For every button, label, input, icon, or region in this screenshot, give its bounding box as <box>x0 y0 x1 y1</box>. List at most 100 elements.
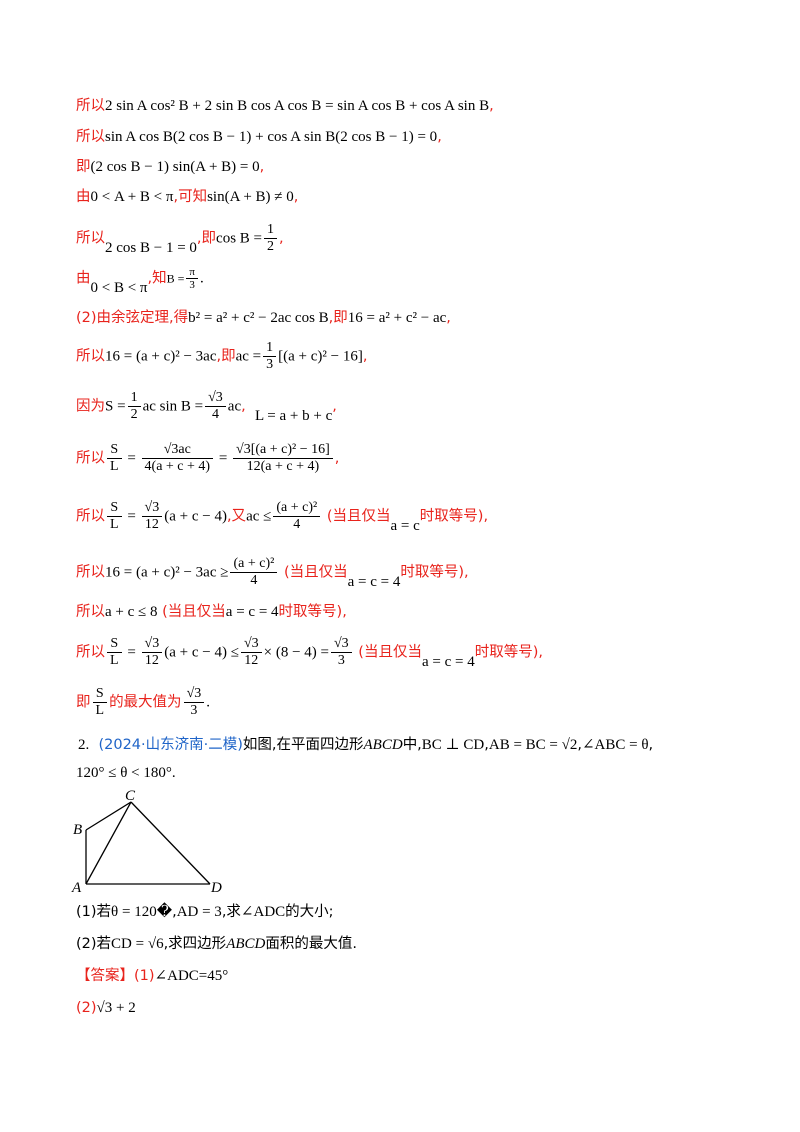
solution-line-1: 所以2 sin A cos² B + 2 sin B cos A cos B =… <box>76 96 494 116</box>
formula: ∠ADC <box>240 904 286 920</box>
text: ,可知 <box>173 189 208 205</box>
text: 由 <box>76 189 91 205</box>
text: 时取等号), <box>474 644 543 661</box>
formula: 16 = a² + c² − ac <box>347 310 447 326</box>
text: ,即 <box>216 348 236 365</box>
label-c: C <box>125 788 136 804</box>
solution-line-10: 所以 S L = √3ac 4(a + c + 4) = √3[(a + c)² − … <box>76 442 340 475</box>
formula: L = a + b + c <box>254 407 333 424</box>
solution-line-8: 所以16 = (a + c)² − 3ac,即ac = 1 3 [(a + c)² −… <box>76 340 367 373</box>
text: 由 <box>76 270 91 287</box>
text: 时取等号), <box>400 564 469 581</box>
solution-line-12: 所以16 = (a + c)² − 3ac ≥ (a + c)² 4 (当且仅当a … <box>76 556 469 590</box>
text: , <box>241 398 246 415</box>
text: , <box>362 348 368 365</box>
segment-ac <box>85 801 132 885</box>
formula: ac ≤ <box>246 508 272 525</box>
formula: a = c = 4 <box>347 573 401 590</box>
formula: ac sin B = <box>142 398 204 415</box>
text: , <box>437 129 442 145</box>
text: . <box>199 270 204 287</box>
formula: 2 sin A cos² B + 2 sin B cos A cos B = s… <box>105 98 490 114</box>
formula: ac <box>227 398 242 415</box>
problem-2-stem: 2. (2024·山东济南·二模)如图,在平面四边形ABCD中,BC ⊥ CD,… <box>78 735 653 755</box>
fraction: √3 12 <box>141 636 163 669</box>
formula: 0 < A + B < π <box>90 189 174 205</box>
solution-line-3: 即(2 cos B − 1) sin(A + B) = 0, <box>76 157 264 177</box>
formula: 16 = (a + c)² − 3ac ≥ <box>105 564 229 581</box>
text: , <box>489 98 494 114</box>
text: (当且仅当 <box>283 564 348 581</box>
solution-line-15: 即 S L 的最大值为 √3 3. <box>76 686 210 719</box>
text: , <box>648 737 654 753</box>
text: 中, <box>402 737 422 753</box>
text: 所以 <box>76 230 105 247</box>
formula: 2 cos B − 1 = 0 <box>105 239 197 256</box>
formula: √3 + 2 <box>96 1000 136 1016</box>
text: , <box>259 159 265 175</box>
formula: ABCD <box>226 936 266 952</box>
formula: 120° ≤ θ < 180° <box>76 765 172 781</box>
text: 所以 <box>76 348 105 365</box>
fraction: √3[(a + c)² − 16] 12(a + c + 4) <box>233 442 333 475</box>
segment-bc <box>85 801 132 831</box>
problem-source: (2024·山东济南·二模) <box>98 737 243 753</box>
solution-line-7: (2)由余弦定理,得b² = a² + c² − 2ac cos B,即16 =… <box>76 308 451 328</box>
text: ,求 <box>221 904 241 920</box>
text: (2) <box>76 1000 97 1016</box>
text: 即 <box>76 694 91 711</box>
text: (2)若 <box>76 936 112 952</box>
text: , <box>484 737 489 753</box>
answer-2: (2)√3 + 2 <box>76 998 136 1018</box>
text: (2)由余弦定理,得 <box>76 310 189 326</box>
text: (1)若 <box>76 904 112 920</box>
text: 所以 <box>76 98 105 114</box>
question-1: (1)若θ = 120�,AD = 3,求∠ADC的大小; <box>76 902 334 922</box>
formula: ac = <box>235 348 262 365</box>
formula: ABCD <box>363 737 403 753</box>
formula: 16 = (a + c)² − 3ac <box>105 348 217 365</box>
fraction: √3ac 4(a + c + 4) <box>141 442 214 475</box>
text: ,知 <box>147 270 167 287</box>
problem-number: 2. <box>78 737 90 753</box>
text: , <box>334 450 340 467</box>
text: ,即 <box>328 310 348 326</box>
formula: a = c <box>390 517 420 534</box>
text: 即 <box>76 159 91 175</box>
solution-line-13: 所以a + c ≤ 8 (当且仅当a = c = 4时取等号), <box>76 602 347 622</box>
text: , <box>293 189 299 205</box>
text: 的最大值为 <box>109 694 182 711</box>
text: 所以 <box>76 564 105 581</box>
fraction: (a + c)² 4 <box>230 556 278 589</box>
text: , <box>172 904 177 920</box>
text: 时取等号), <box>278 604 347 620</box>
text: , <box>577 737 582 753</box>
formula: (a + c − 4) <box>164 508 227 525</box>
formula: 0 < B < π <box>90 279 148 296</box>
solution-line-5: 所以2 cos B − 1 = 0,即cos B = 1 2, <box>76 222 284 256</box>
formula: ∠ABC = θ <box>581 737 649 753</box>
formula: a + c ≤ 8 <box>105 604 158 620</box>
text: 如图,在平面四边形 <box>242 737 364 753</box>
text: ,即 <box>196 230 217 247</box>
segment-cd <box>130 801 211 885</box>
text: (当且仅当 <box>358 644 422 661</box>
label-d: D <box>210 880 222 896</box>
text: 时取等号), <box>419 508 489 525</box>
formula: a = c = 4 <box>421 653 475 670</box>
solution-line-4: 由0 < A + B < π,可知sin(A + B) ≠ 0, <box>76 187 298 207</box>
fraction: √3 4 <box>205 390 226 423</box>
question-2: (2)若CD = √6,求四边形ABCD面积的最大值. <box>76 934 357 954</box>
text: 所以 <box>76 644 105 661</box>
formula: cos B = <box>216 230 262 247</box>
formula: (a + c − 4) ≤ <box>164 644 239 661</box>
fraction: √3 12 <box>141 500 163 533</box>
formula: ∠ADC=45° <box>154 968 229 984</box>
label-a: A <box>71 880 82 896</box>
solution-line-6: 由0 < B < π,知B = π 3. <box>76 266 204 296</box>
